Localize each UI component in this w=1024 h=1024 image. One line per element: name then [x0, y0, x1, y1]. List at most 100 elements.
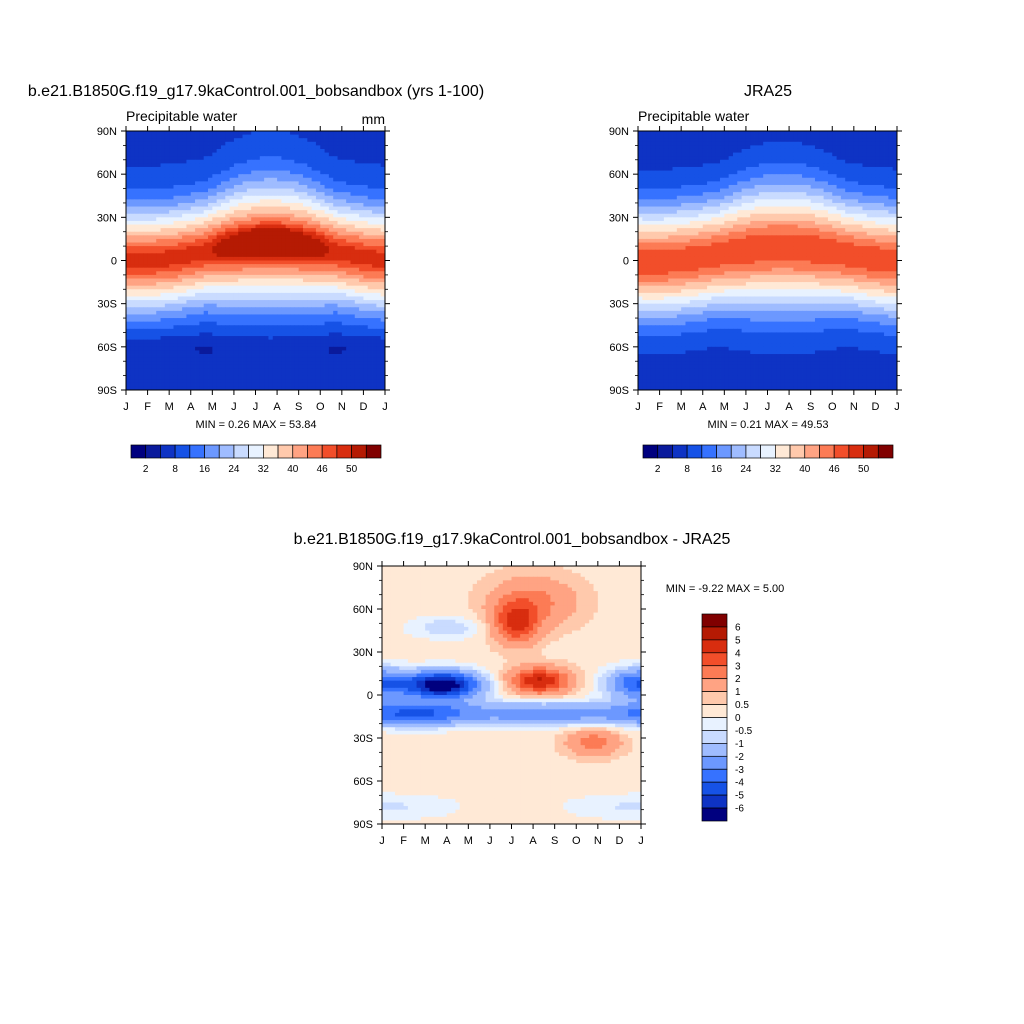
heatmap-cell: [177, 354, 183, 359]
heatmap-cell: [169, 346, 174, 351]
heatmap-cell: [380, 289, 386, 294]
heatmap-cell: [264, 339, 269, 344]
colorbar-swatch: [160, 444, 176, 459]
heatmap-cell: [737, 134, 742, 139]
heatmap-cell: [186, 343, 192, 348]
heatmap-cell: [268, 192, 274, 197]
heatmap-cell: [359, 242, 364, 247]
heatmap-cell: [324, 199, 330, 204]
colorbar-label: 40: [287, 464, 299, 475]
heatmap-cell: [190, 292, 196, 297]
heatmap-cell: [307, 166, 313, 171]
heatmap-cell: [272, 256, 278, 261]
heatmap-cell: [182, 310, 187, 315]
heatmap-cell: [372, 372, 377, 377]
heatmap-cell: [212, 210, 218, 215]
heatmap-cell: [363, 213, 369, 218]
heatmap-cell: [208, 307, 213, 312]
heatmap-cell: [290, 195, 295, 200]
heatmap-cell: [290, 328, 295, 333]
heatmap-cell: [333, 282, 338, 287]
heatmap-cell: [294, 310, 300, 315]
heatmap-cell: [307, 354, 313, 359]
heatmap-cell: [285, 343, 291, 348]
colorbar-swatch: [336, 444, 352, 459]
heatmap-cell: [320, 210, 325, 215]
heatmap-cell: [337, 325, 343, 330]
heatmap-cell: [199, 228, 205, 233]
heatmap-cell: [376, 267, 382, 272]
heatmap-cell: [233, 231, 239, 236]
heatmap-cell: [268, 181, 274, 186]
heatmap-cell: [359, 177, 364, 182]
heatmap-cell: [130, 318, 136, 323]
heatmap-cell: [281, 249, 287, 254]
heatmap-cell: [290, 213, 295, 218]
heatmap-cell: [363, 364, 369, 369]
heatmap-cell: [380, 184, 386, 189]
heatmap-cell: [238, 199, 243, 204]
heatmap-cell: [160, 310, 166, 315]
heatmap-cell: [169, 170, 174, 175]
heatmap-cell: [138, 292, 144, 297]
heatmap-cell: [233, 242, 239, 247]
heatmap-cell: [182, 235, 187, 240]
heatmap-cell: [246, 332, 252, 337]
heatmap-cell: [177, 217, 183, 222]
heatmap-cell: [285, 206, 291, 211]
heatmap-cell: [372, 184, 377, 189]
heatmap-cell: [862, 159, 868, 164]
heatmap-cell: [328, 192, 334, 197]
heatmap-cell: [277, 224, 282, 229]
heatmap-cell: [203, 350, 209, 355]
heatmap-cell: [147, 328, 153, 333]
heatmap-cell: [311, 220, 317, 225]
heatmap-cell: [220, 184, 226, 189]
heatmap-cell: [182, 246, 187, 251]
heatmap-cell: [147, 213, 153, 218]
heatmap-cell: [242, 303, 248, 308]
heatmap-cell: [138, 343, 144, 348]
heatmap-cell: [372, 289, 377, 294]
heatmap-cell: [836, 148, 842, 153]
heatmap-cell: [737, 138, 742, 143]
heatmap-cell: [259, 375, 265, 380]
heatmap-cell: [216, 357, 222, 362]
heatmap-cell: [238, 361, 243, 366]
heatmap-cell: [130, 238, 136, 243]
heatmap-cell: [354, 177, 360, 182]
heatmap-cell: [285, 321, 291, 326]
heatmap-cell: [242, 148, 248, 153]
heatmap-cell: [290, 274, 295, 279]
heatmap-cell: [195, 199, 200, 204]
heatmap-cell: [242, 336, 248, 341]
heatmap-cell: [147, 260, 153, 265]
heatmap-cell: [208, 382, 213, 387]
heatmap-cell: [346, 267, 351, 272]
heatmap-cell: [173, 361, 179, 366]
heatmap-cell: [156, 195, 161, 200]
heatmap-cell: [229, 300, 235, 305]
heatmap-cell: [307, 292, 313, 297]
colorbar-swatch: [307, 444, 323, 459]
heatmap-cell: [199, 131, 205, 135]
heatmap-cell: [259, 328, 265, 333]
heatmap-cell: [147, 368, 153, 373]
heatmap-cell: [689, 131, 695, 135]
heatmap-cell: [294, 361, 300, 366]
heatmap-cell: [156, 192, 161, 197]
heatmap-cell: [173, 210, 179, 215]
heatmap-cell: [255, 246, 261, 251]
heatmap-cell: [333, 188, 338, 193]
heatmap-cell: [363, 184, 369, 189]
heatmap-cell: [246, 166, 252, 171]
heatmap-cell: [229, 271, 235, 276]
heatmap-cell: [255, 271, 261, 276]
heatmap-cell: [173, 166, 179, 171]
heatmap-cell: [363, 282, 369, 287]
heatmap-cell: [333, 210, 338, 215]
heatmap-cell: [367, 325, 373, 330]
heatmap-cell: [290, 339, 295, 344]
heatmap-cell: [208, 145, 213, 150]
heatmap-cell: [698, 131, 704, 135]
